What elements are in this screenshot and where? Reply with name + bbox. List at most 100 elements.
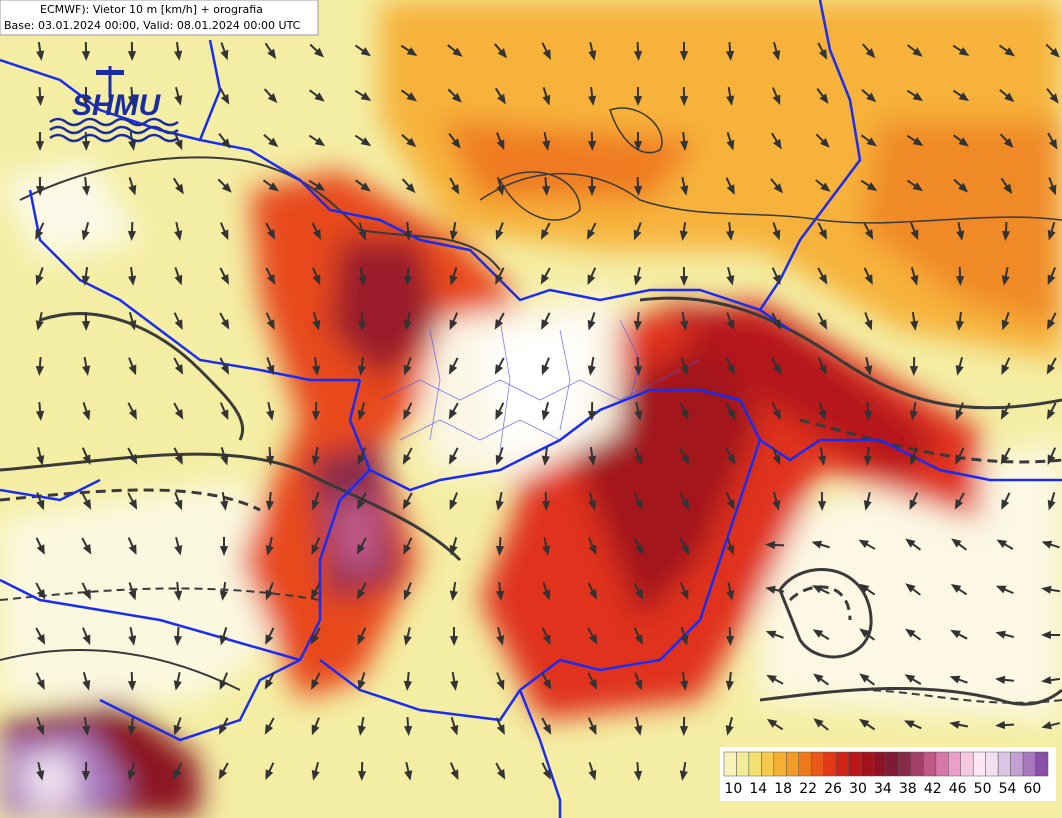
wind-arrow [542, 536, 551, 556]
arrow-head [360, 137, 372, 147]
legend-swatch [835, 751, 849, 777]
wind-arrow [995, 585, 1014, 595]
arrow-head [956, 230, 965, 241]
arrow-head [813, 673, 824, 683]
wind-arrow [403, 716, 413, 736]
wind-arrow [403, 537, 413, 555]
wind-arrow [357, 447, 366, 466]
wind-arrow [496, 626, 505, 646]
wind-arrow [310, 627, 321, 645]
arrow-head [912, 92, 924, 102]
arrow-head [357, 771, 367, 781]
arrow-head [449, 636, 459, 646]
wind-arrow [127, 402, 137, 420]
wind-arrow [995, 675, 1015, 684]
arrow-head [357, 410, 366, 421]
wind-arrow [174, 221, 183, 241]
wind-arrow [495, 491, 504, 511]
wind-arrow [725, 671, 734, 691]
arrow-head [35, 186, 45, 196]
arrow-head [1041, 630, 1051, 640]
arrow-head [772, 409, 781, 420]
wind-arrow [587, 582, 597, 600]
wind-arrow [263, 134, 279, 148]
arrow-head [634, 589, 644, 600]
arrow-head [813, 718, 824, 728]
wind-arrow [174, 536, 183, 556]
arrow-head [588, 769, 597, 781]
legend-label: 42 [924, 781, 942, 797]
arrow-head [772, 94, 781, 106]
arrow-head [314, 137, 326, 147]
wind-arrow [82, 716, 91, 736]
wind-arrow [725, 402, 736, 420]
arrow-head [634, 410, 643, 421]
wind-arrow [404, 761, 413, 781]
arrow-head [81, 275, 90, 286]
arrow-head [726, 319, 735, 331]
arrow-head [765, 585, 776, 594]
arrow-head [950, 629, 961, 639]
wind-arrow [357, 672, 366, 691]
arrow-head [726, 139, 735, 151]
wind-arrow [816, 87, 829, 104]
arrow-head [680, 140, 689, 151]
wind-arrow [82, 672, 91, 691]
wind-arrow [449, 581, 458, 601]
wind-arrow [174, 581, 183, 601]
wind-arrow [726, 312, 735, 331]
wind-arrow [770, 178, 784, 194]
wind-arrow [956, 221, 965, 241]
arrow-head [818, 455, 827, 466]
arrow-head [448, 454, 458, 465]
wind-arrow [403, 582, 412, 601]
wind-arrow [495, 267, 505, 285]
arrow-head [310, 589, 320, 600]
wind-arrow [449, 177, 460, 195]
arrow-head [772, 500, 781, 511]
arrow-head [265, 634, 274, 645]
wind-arrow [588, 41, 597, 61]
legend-swatch [1010, 751, 1024, 777]
wind-arrow [357, 761, 367, 781]
arrow-head [128, 635, 137, 646]
wind-arrow [996, 539, 1014, 550]
wind-arrow [449, 267, 458, 286]
wind-arrow [541, 357, 550, 376]
arrow-head [82, 725, 91, 736]
arrow-head [541, 364, 550, 376]
wind-arrow [81, 311, 91, 331]
arrow-head [588, 679, 598, 690]
arrow-head [357, 725, 366, 736]
arrow-head [35, 141, 45, 151]
wind-arrow [541, 672, 552, 690]
wind-arrow [127, 221, 137, 241]
wind-arrow [402, 447, 413, 465]
wind-arrow [725, 357, 735, 375]
arrow-head [726, 364, 735, 375]
wind-arrow [81, 86, 91, 106]
arrow-head [680, 364, 689, 376]
arrow-head [995, 585, 1007, 594]
arrow-head [174, 409, 184, 420]
arrow-head [264, 724, 274, 735]
wind-arrow [309, 43, 325, 58]
legend-swatch [798, 751, 812, 777]
wind-arrow [128, 312, 137, 331]
arrow-head [1001, 230, 1011, 241]
arrow-head [221, 138, 231, 149]
wind-arrow [448, 357, 459, 375]
arrow-head [220, 364, 230, 375]
legend-swatch [873, 751, 887, 777]
arrow-head [587, 141, 597, 151]
legend-label: 38 [899, 781, 917, 797]
arrow-head [82, 589, 91, 600]
arrow-head [541, 500, 551, 511]
arrow-head [633, 96, 643, 106]
wind-arrow [1041, 585, 1061, 594]
arrow-head [266, 274, 276, 285]
wind-arrow [36, 446, 45, 466]
wind-arrow [81, 447, 91, 466]
wind-arrow [174, 267, 183, 286]
arrow-head [220, 409, 229, 421]
